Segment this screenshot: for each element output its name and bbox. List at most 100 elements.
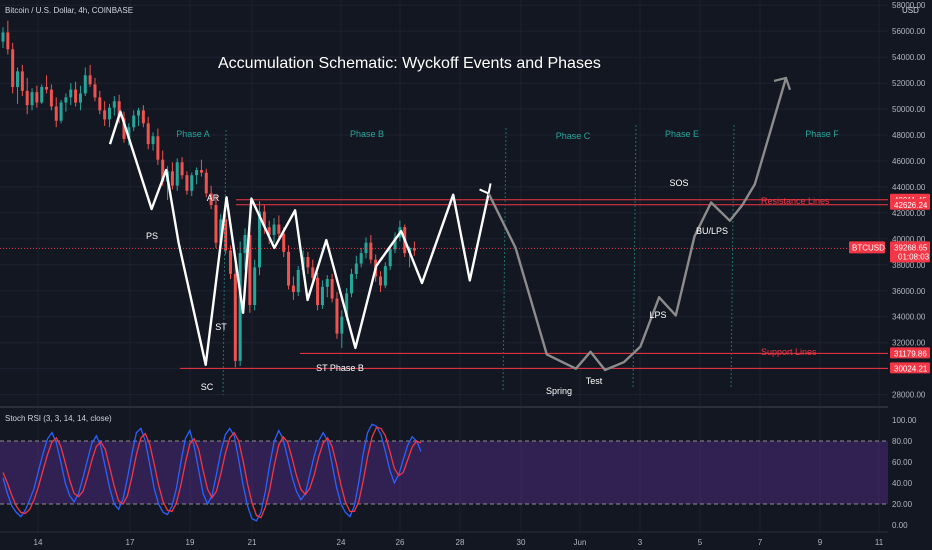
candle-body [262, 211, 266, 228]
candle-body [127, 127, 131, 139]
candle-body [69, 89, 73, 98]
candle-body [6, 32, 10, 50]
candle-body [383, 266, 387, 286]
current-price-tag [890, 241, 930, 263]
event-label: PS [146, 231, 158, 241]
level-price-tag [890, 362, 930, 374]
price-tick-label: 56000.00 [892, 27, 926, 36]
candle-body [412, 247, 416, 251]
price-tick-label: 44000.00 [892, 183, 926, 192]
candle-body [151, 136, 155, 145]
candle-body [214, 205, 218, 243]
time-tick-label: 24 [337, 538, 346, 547]
candle-body [112, 101, 116, 108]
event-label: LPS [649, 310, 666, 320]
candle-body [54, 106, 58, 121]
candle-body [354, 263, 358, 274]
stoch-d-line [2, 426, 422, 519]
candle-body [185, 175, 189, 191]
phase-separator [730, 124, 735, 390]
candle-body [25, 90, 29, 106]
time-tick-label: 3 [638, 538, 643, 547]
wyckoff-path-projection [487, 77, 788, 372]
candle-body [170, 171, 174, 186]
event-label: SOS [669, 178, 688, 188]
price-tick-label: 48000.00 [892, 131, 926, 140]
candle-body [175, 162, 179, 186]
stoch-rsi-pane: Stoch RSI (3, 3, 14, 14, close) [0, 414, 888, 522]
time-tick-label: 28 [456, 538, 465, 547]
time-tick-label: 19 [186, 538, 195, 547]
time-tick-label: 5 [698, 538, 703, 547]
stoch-title: Stoch RSI (3, 3, 14, 14, close) [5, 414, 112, 423]
symbol-tag [849, 241, 885, 254]
event-label: SC [201, 382, 214, 392]
time-tick-label: Jun [574, 538, 587, 547]
phase-separator [222, 129, 227, 396]
stoch-tick-label: 100.00 [892, 416, 917, 425]
candle-body [209, 193, 213, 206]
level-price-tag [890, 198, 930, 210]
candle-body [35, 92, 39, 103]
candle-body [340, 316, 344, 334]
price-axis-bg [888, 0, 932, 550]
candle-body [359, 253, 363, 264]
path-arrowhead [479, 183, 492, 195]
level-lines [0, 199, 888, 369]
candle-body [16, 71, 20, 87]
phase-label: Phase E [665, 129, 699, 139]
level-price-tag-text: 30024.21 [894, 364, 928, 373]
event-label: Test [586, 376, 603, 386]
candle-body [349, 273, 353, 294]
support-label: Support Lines [761, 347, 817, 357]
event-label: Spring [546, 386, 572, 396]
price-tick-label: 46000.00 [892, 157, 926, 166]
candle-body [379, 276, 383, 286]
time-tick-label: 11 [875, 538, 884, 547]
level-price-tag [890, 347, 930, 359]
candle-body [238, 253, 242, 361]
symbol-title: Bitcoin / U.S. Dollar, 4h, COINBASE [5, 6, 133, 15]
event-label: BU/LPS [696, 226, 728, 236]
time-tick-label: 26 [396, 538, 405, 547]
time-tick-label: 14 [34, 538, 43, 547]
candle-body [137, 110, 141, 116]
stoch-band [0, 441, 888, 504]
price-tick-label: 34000.00 [892, 313, 926, 322]
level-price-tag-text: 42626.24 [894, 201, 928, 210]
candle-body [107, 107, 111, 120]
event-label: ST Phase B [316, 363, 364, 373]
price-tick-label: 54000.00 [892, 53, 926, 62]
wyckoff-path-actual [108, 110, 490, 366]
candle-body [98, 97, 102, 111]
candle-body [277, 224, 281, 234]
time-tick-label: 30 [517, 538, 526, 547]
time-tick-label: 21 [248, 538, 257, 547]
price-tick-label: 28000.00 [892, 391, 926, 400]
candle-body [345, 293, 349, 317]
symbol-tag-text: BTCUSD [852, 243, 885, 252]
candle-body [49, 89, 53, 107]
candle-body [306, 257, 310, 268]
candle-body [156, 136, 160, 160]
currency-label: USD [902, 6, 919, 15]
candle-body [180, 162, 184, 176]
candle-body [272, 224, 276, 235]
price-tick-label: 38000.00 [892, 261, 926, 270]
candle-body [330, 279, 334, 299]
candle-body [40, 86, 44, 103]
stoch-tick-label: 80.00 [892, 437, 913, 446]
candle-body [195, 170, 199, 176]
candle-body [224, 219, 228, 251]
candle-body [204, 172, 208, 194]
candle-body [199, 170, 203, 173]
candle-body [388, 249, 392, 267]
price-tick-label: 40000.00 [892, 235, 926, 244]
candle-body [1, 32, 5, 42]
candle-body [282, 233, 286, 252]
stoch-k-line [2, 423, 422, 522]
candle-body [190, 175, 194, 191]
candle-body [146, 123, 150, 145]
